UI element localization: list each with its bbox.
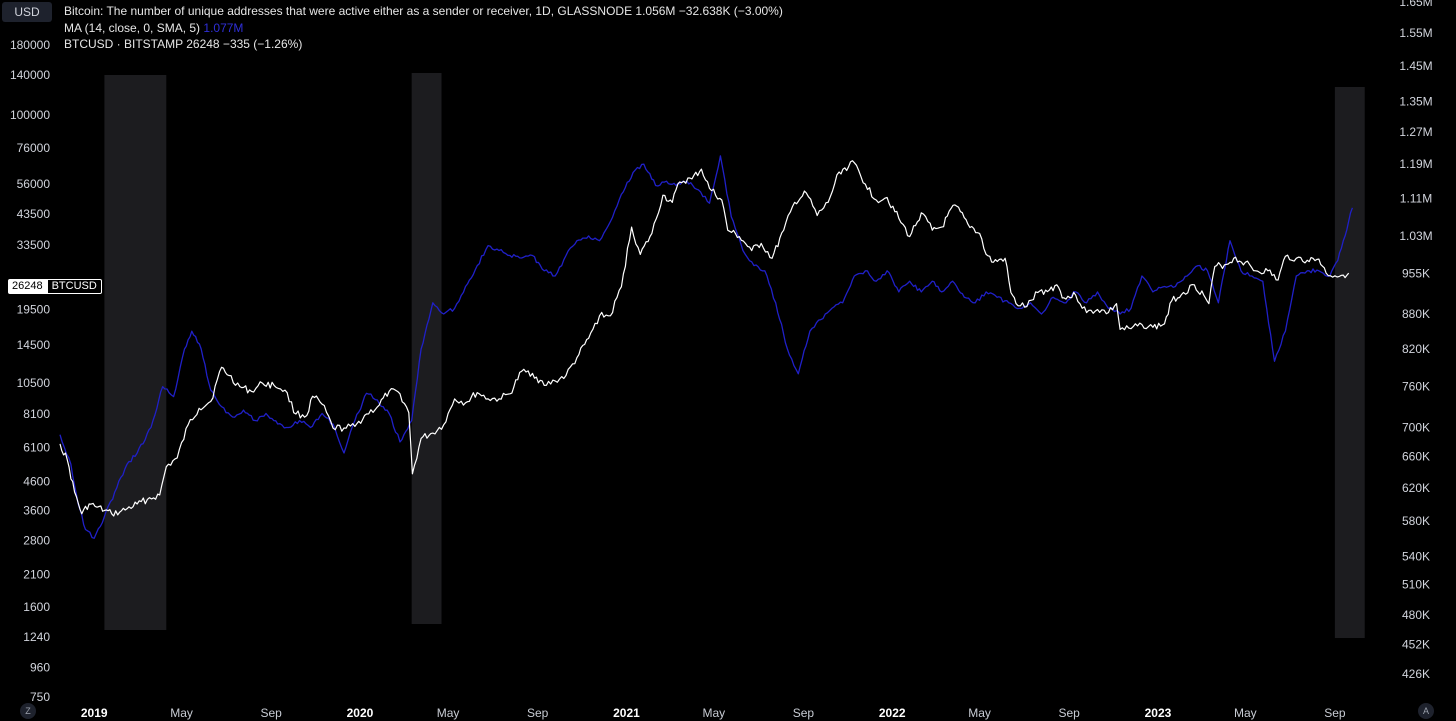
right-axis-tick-label: 1.45M [1399,59,1432,73]
x-axis-tick-label: Sep [260,706,282,720]
left-axis-tick-label: 3600 [23,503,50,517]
left-axis-tick-label: 76000 [17,141,51,155]
zoom-toggle-button[interactable]: Z [20,703,36,719]
auto-scale-button[interactable]: A [1418,703,1434,719]
x-axis-tick-label: Sep [1324,706,1346,720]
right-axis-tick-label: 480K [1402,608,1430,622]
right-axis-tick-label: 1.35M [1399,95,1432,109]
left-axis-tick-label: 2800 [23,533,50,547]
x-axis-tick-label: Sep [1058,706,1080,720]
right-axis-tick-label: 700K [1402,421,1430,435]
shaded-bands [104,73,1365,638]
left-axis-tick-label: 6100 [23,441,50,455]
left-axis-tick-label: 100000 [10,108,50,122]
right-axis-tick-label: 1.65M [1399,0,1432,9]
left-axis-tick-label: 1240 [23,630,50,644]
left-axis-tick-label: 43500 [17,207,51,221]
shaded-band-3 [1334,87,1365,638]
left-axis-tick-label: 140000 [10,68,50,82]
x-axis-tick-label: May [702,706,725,720]
legend-ma-value: 1.077M [203,20,244,35]
left-axis-tick-label: 8100 [23,407,50,421]
left-axis-tick-label: 1600 [23,600,50,614]
left-axis-tick-label: 2100 [23,568,50,582]
x-axis-tick-label: 2019 [81,706,108,720]
x-axis-tick-label: May [170,706,193,720]
right-axis-tick-label: 1.55M [1399,26,1432,40]
legend-ma-row[interactable]: MA (14, close, 0, SMA, 5) 1.077M [64,20,783,37]
x-axis-tick-label: 2023 [1145,706,1172,720]
right-axis-tick-label: 426K [1402,667,1430,681]
right-axis-tick-label: 580K [1402,514,1430,528]
right-axis-tick-label: 620K [1402,481,1430,495]
x-axis-tick-label: 2021 [613,706,640,720]
left-axis-tick-label: 33500 [17,238,51,252]
left-axis-tick-label: 56000 [17,177,51,191]
left-axis-tick-label: 10500 [17,376,51,390]
shaded-band-1 [104,75,167,630]
right-axis-tick-label: 955K [1402,266,1430,280]
x-axis-tick-label: 2022 [879,706,906,720]
right-axis-tick-label: 660K [1402,450,1430,464]
right-axis-tick-label: 820K [1402,342,1430,356]
right-axis-tick-label: 760K [1402,380,1430,394]
left-axis-tick-label: 960 [30,661,50,675]
legend-addresses-series[interactable]: Bitcoin: The number of unique addresses … [64,4,783,18]
x-axis-tick-label: Sep [793,706,815,720]
btcusd-price-line [59,160,1350,517]
price-tag-value: 26248 [8,279,47,294]
x-axis-tick-label: May [1234,706,1257,720]
x-axis-tick-label: Sep [527,706,549,720]
left-axis-tick-label: 4600 [23,474,50,488]
left-axis-tick-label: 180000 [10,38,50,52]
right-axis-tick-label: 1.27M [1399,125,1432,139]
right-axis-tick-label: 510K [1402,578,1430,592]
left-axis-tick-label: 14500 [17,338,51,352]
left-axis-tick-label: 19500 [17,303,51,317]
right-axis-tick-label: 880K [1402,307,1430,321]
x-axis-tick-label: 2020 [347,706,374,720]
price-tag-symbol: BTCUSD [46,279,102,294]
right-axis-tick-label: 1.03M [1399,229,1432,243]
addresses-ma-line [59,155,1354,539]
right-axis: 1.65M 1.55M 1.45M 1.35M 1.27M 1.19M 1.11M 1.03M… [1399,0,1432,681]
x-axis: 2019 May Sep 2020 May Sep 2021 May Sep 2022 May Sep… [81,706,1346,720]
currency-unit-button[interactable]: USD [2,2,52,22]
x-axis-tick-label: May [968,706,991,720]
chart-legend: Bitcoin: The number of unique addresses … [64,3,783,53]
right-axis-tick-label: 540K [1402,549,1430,563]
right-axis-tick-label: 1.11M [1400,192,1432,206]
left-axis-tick-label: 750 [30,690,50,704]
shaded-band-2 [411,73,442,624]
x-axis-tick-label: May [437,706,460,720]
legend-price-series[interactable]: BTCUSD · BITSTAMP 26248 −335 (−1.26%) [64,37,303,51]
right-axis-tick-label: 452K [1402,638,1430,652]
left-axis: 2400001800001400001000007600056000435003… [10,4,50,704]
right-axis-tick-label: 1.19M [1399,157,1432,171]
legend-ma-label: MA (14, close, 0, SMA, 5) [64,20,201,35]
price-label-tag: 26248 BTCUSD [8,279,102,294]
